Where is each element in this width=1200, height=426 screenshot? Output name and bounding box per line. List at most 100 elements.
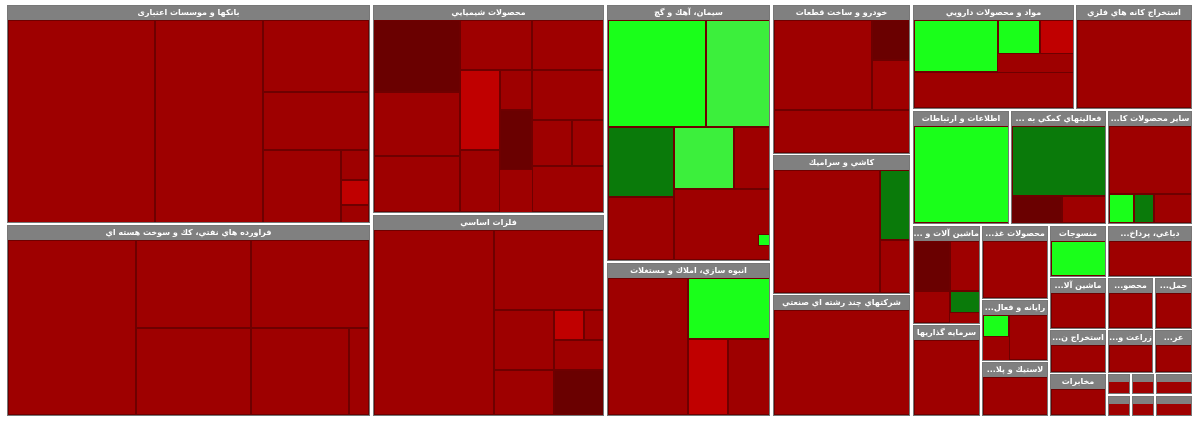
sector-title: فراورده هاي نفتي، كك و سوخت هسته اي bbox=[8, 226, 369, 240]
sector-title: خودرو و ساخت قطعات bbox=[774, 6, 909, 20]
stock-tile bbox=[774, 310, 909, 415]
stock-tile bbox=[983, 377, 1047, 415]
sector: سيمان، آهك و گچ bbox=[607, 5, 770, 261]
sector: استخراج كانه هاي فلزي bbox=[1076, 5, 1192, 109]
stock-tile bbox=[374, 92, 460, 156]
stock-tile bbox=[460, 20, 532, 70]
stock-tile bbox=[532, 120, 572, 166]
stock-tile bbox=[1134, 194, 1154, 223]
sector-title: مواد و محصولات دارويي bbox=[914, 6, 1073, 20]
sector-title: شركتهاي چند رشته اي صنعتي bbox=[774, 296, 909, 310]
stock-tile bbox=[554, 340, 603, 370]
stock-tile bbox=[374, 230, 494, 415]
stock-tile bbox=[983, 241, 1047, 298]
sector-title: ساير محصولات كا... bbox=[1109, 112, 1191, 126]
sector-title: كاشي و سراميك bbox=[774, 156, 909, 170]
sector-title: فلزات اساسي bbox=[374, 216, 603, 230]
small-sector bbox=[1108, 374, 1130, 394]
stock-tile bbox=[341, 150, 369, 180]
stock-tile bbox=[460, 150, 500, 212]
stock-tile bbox=[1051, 293, 1105, 328]
sector-title: محصولات شيميايي bbox=[374, 6, 603, 20]
sector-title: لاستيك و پلا... bbox=[983, 363, 1047, 377]
stock-tile bbox=[914, 126, 1008, 223]
stock-tile bbox=[494, 310, 554, 370]
sector-title: مخابرات bbox=[1051, 375, 1105, 389]
stock-tile bbox=[584, 310, 603, 340]
sector-title: انبوه سازي، املاك و مستغلات bbox=[608, 264, 769, 278]
small-sector bbox=[1156, 396, 1192, 416]
stock-tile bbox=[1051, 241, 1105, 276]
stock-tile bbox=[8, 20, 155, 222]
sector-title: اطلاعات و ارتباطات bbox=[914, 112, 1008, 126]
stock-tile bbox=[251, 240, 369, 328]
stock-tile bbox=[136, 328, 251, 415]
sector-title: ماشين آلا... bbox=[1051, 279, 1105, 293]
stock-tile bbox=[136, 240, 251, 328]
small-sector-header bbox=[1133, 397, 1153, 404]
sector: فراورده هاي نفتي، كك و سوخت هسته اي bbox=[7, 225, 370, 416]
stock-tile bbox=[914, 20, 998, 72]
stock-tile bbox=[728, 339, 769, 415]
stock-tile bbox=[774, 110, 909, 153]
sector-title: محصو... bbox=[1109, 279, 1152, 293]
stock-tile bbox=[1009, 315, 1047, 360]
stock-tile bbox=[674, 189, 769, 260]
stock-tile bbox=[263, 20, 369, 92]
stock-tile bbox=[1077, 20, 1191, 108]
stock-tile bbox=[460, 70, 500, 150]
sector: زراعت و... bbox=[1108, 330, 1153, 373]
stock-tile bbox=[8, 240, 136, 415]
sector: ساير محصولات كا... bbox=[1108, 111, 1192, 224]
stock-tile bbox=[341, 205, 369, 222]
small-sector bbox=[1132, 374, 1154, 394]
sector: كاشي و سراميك bbox=[773, 155, 910, 294]
stock-tile bbox=[872, 60, 909, 110]
sector: محصولات غذ... bbox=[982, 226, 1048, 299]
small-sector-header bbox=[1157, 397, 1191, 404]
stock-tile bbox=[998, 20, 1040, 54]
sector: سرمايه گذاريها bbox=[913, 325, 980, 416]
sector: انبوه سازي، املاك و مستغلات bbox=[607, 263, 770, 416]
sector: فلزات اساسي bbox=[373, 215, 604, 416]
sector-title: سرمايه گذاريها bbox=[914, 326, 979, 340]
stock-tile bbox=[774, 170, 880, 293]
stock-tile bbox=[1156, 345, 1191, 372]
sector: خودرو و ساخت قطعات bbox=[773, 5, 910, 154]
stock-tile bbox=[914, 72, 1073, 108]
stock-tile bbox=[758, 234, 769, 246]
sector: لاستيك و پلا... bbox=[982, 362, 1048, 416]
small-sector bbox=[1156, 374, 1192, 394]
sector-title: سيمان، آهك و گچ bbox=[608, 6, 769, 20]
stock-tile bbox=[880, 240, 909, 293]
stock-tile bbox=[914, 340, 979, 415]
stock-tile bbox=[608, 127, 674, 197]
stock-tile bbox=[674, 127, 734, 189]
small-sector bbox=[1108, 396, 1130, 416]
stock-tile bbox=[500, 110, 532, 170]
stock-tile bbox=[1109, 241, 1191, 276]
stock-tile bbox=[263, 92, 369, 150]
sector-title: دباغي، پرداخ... bbox=[1109, 227, 1191, 241]
stock-tile bbox=[914, 291, 950, 323]
stock-tile bbox=[532, 166, 603, 212]
stock-tile bbox=[572, 120, 603, 166]
stock-tile bbox=[706, 20, 769, 127]
stock-tile bbox=[950, 291, 979, 313]
stock-tile bbox=[734, 127, 769, 189]
sector-title: ماشين آلات و ... bbox=[914, 227, 979, 241]
stock-tile bbox=[950, 241, 979, 291]
stock-tile bbox=[983, 315, 1009, 337]
stock-tile bbox=[608, 278, 688, 415]
sector: مخابرات bbox=[1050, 374, 1106, 416]
sector: حمل... bbox=[1155, 278, 1192, 329]
sector: مواد و محصولات دارويي bbox=[913, 5, 1074, 109]
sector: محصو... bbox=[1108, 278, 1153, 329]
small-sector bbox=[1132, 396, 1154, 416]
stock-tile bbox=[774, 20, 872, 110]
sector: فعاليتهاي كمكي به ... bbox=[1011, 111, 1106, 224]
sector: عر... bbox=[1155, 330, 1192, 373]
sector: دباغي، پرداخ... bbox=[1108, 226, 1192, 277]
sector: بانکها و موسسات اعتباری bbox=[7, 5, 370, 223]
